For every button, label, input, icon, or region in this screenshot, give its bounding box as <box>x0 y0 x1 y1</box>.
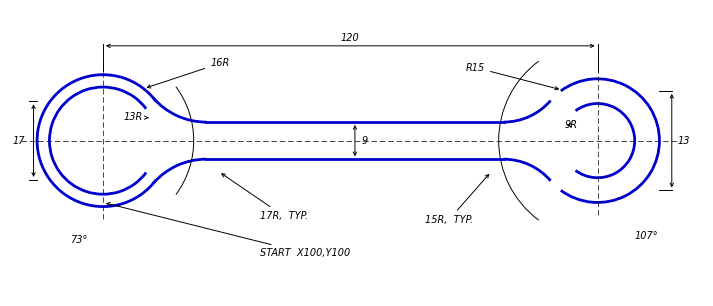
Text: 73°: 73° <box>70 235 87 245</box>
Text: 120: 120 <box>341 32 359 43</box>
Text: 9: 9 <box>361 136 367 146</box>
Text: 17R,  TYP.: 17R, TYP. <box>222 174 308 221</box>
Text: 13R: 13R <box>123 112 148 122</box>
Text: 16R: 16R <box>148 58 230 88</box>
Text: 17: 17 <box>13 136 25 146</box>
Text: 15R,  TYP.: 15R, TYP. <box>424 174 488 225</box>
Text: 107°: 107° <box>635 231 658 241</box>
Text: 13: 13 <box>678 136 690 146</box>
Text: 9R: 9R <box>565 120 578 130</box>
Text: R15: R15 <box>466 62 558 90</box>
Text: START  X100,Y100: START X100,Y100 <box>107 203 350 258</box>
